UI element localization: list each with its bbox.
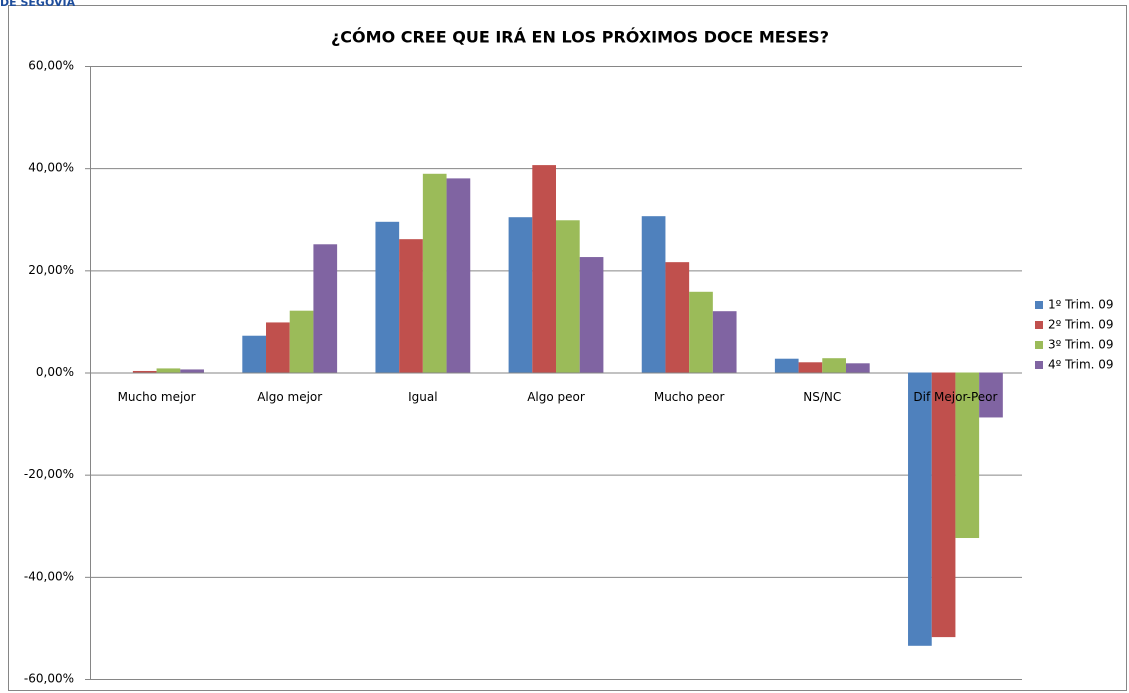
bar <box>508 217 533 373</box>
bar <box>665 262 690 373</box>
x-tick-label: Igual <box>408 390 437 404</box>
bar <box>641 216 666 373</box>
legend-label: 4º Trim. 09 <box>1048 358 1114 372</box>
y-tick-label: 20,00% <box>28 263 74 277</box>
legend-swatch <box>1035 301 1043 309</box>
page-header: DE SEGOVIA <box>0 0 76 9</box>
bar <box>375 221 400 373</box>
bar <box>313 244 338 373</box>
y-tick-label: -60,00% <box>24 672 74 686</box>
x-tick-label: Mucho mejor <box>118 390 196 404</box>
x-tick-label: Mucho peor <box>654 390 725 404</box>
bar <box>266 322 290 373</box>
bar <box>822 358 846 373</box>
legend-swatch <box>1035 321 1043 329</box>
bar <box>180 369 204 373</box>
x-tick-label: NS/NC <box>803 390 841 404</box>
x-tick-label: Algo mejor <box>257 390 322 404</box>
bar <box>845 363 870 373</box>
chart-title: ¿CÓMO CREE QUE IRÁ EN LOS PRÓXIMOS DOCE … <box>331 28 829 47</box>
bar <box>931 372 956 638</box>
y-tick-label: 40,00% <box>28 161 74 175</box>
bar <box>689 291 713 373</box>
bar <box>556 220 580 373</box>
bar <box>132 370 157 373</box>
bar <box>774 358 799 373</box>
y-tick-label: -40,00% <box>24 569 74 583</box>
bar <box>242 335 267 373</box>
x-tick-label: Dif Mejor-Peor <box>913 390 997 404</box>
legend-swatch <box>1035 341 1043 349</box>
bar <box>399 239 423 373</box>
y-tick-label: 0,00% <box>36 365 74 379</box>
x-tick-label: Algo peor <box>527 390 585 404</box>
bar <box>955 372 980 539</box>
bar <box>579 257 604 373</box>
legend-swatch <box>1035 361 1043 369</box>
bar <box>532 165 556 373</box>
bar <box>908 372 932 646</box>
bar <box>798 362 823 373</box>
legend-label: 2º Trim. 09 <box>1048 318 1114 332</box>
bar <box>156 368 181 373</box>
bar <box>712 311 737 373</box>
bar <box>289 310 314 373</box>
bar <box>979 372 1003 418</box>
bar <box>446 178 471 373</box>
y-tick-label: 60,00% <box>28 59 74 73</box>
bar <box>422 173 447 373</box>
legend-label: 1º Trim. 09 <box>1048 298 1114 312</box>
legend-label: 3º Trim. 09 <box>1048 338 1114 352</box>
y-tick-label: -20,00% <box>24 467 74 481</box>
